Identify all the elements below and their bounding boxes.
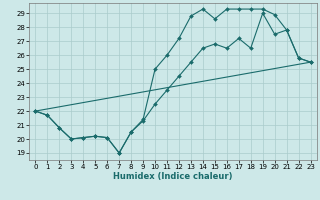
X-axis label: Humidex (Indice chaleur): Humidex (Indice chaleur) (113, 172, 233, 181)
